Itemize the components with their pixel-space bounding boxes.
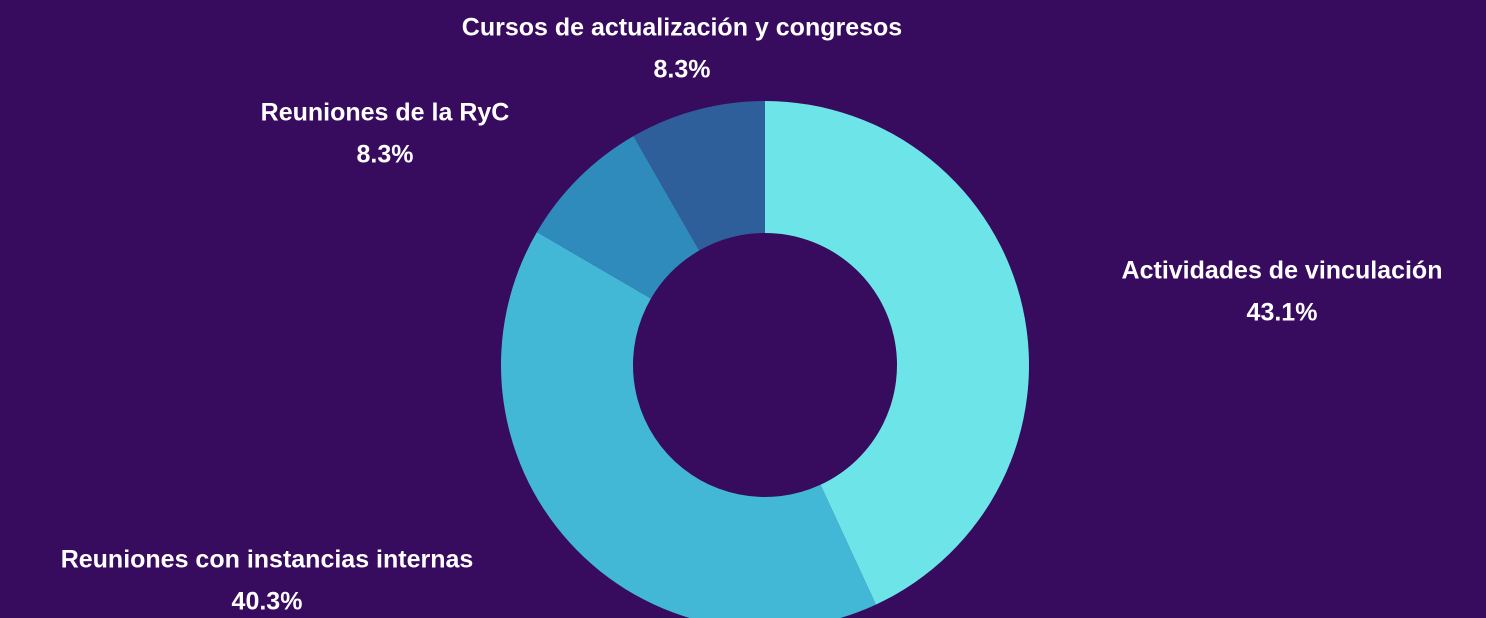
segment-value-label: 8.3% bbox=[357, 141, 414, 169]
segment-label: Actividades de vinculación bbox=[1122, 257, 1443, 285]
donut-segment bbox=[501, 232, 876, 618]
segment-label: Cursos de actualización y congresos bbox=[462, 14, 902, 42]
segment-label: Reuniones con instancias internas bbox=[61, 546, 474, 574]
segment-value-label: 43.1% bbox=[1247, 299, 1318, 327]
donut-segment bbox=[633, 101, 765, 251]
segment-value-label: 40.3% bbox=[232, 588, 303, 616]
segment-label: Reuniones de la RyC bbox=[261, 99, 510, 127]
segment-value-label: 8.3% bbox=[654, 56, 711, 84]
donut-segment bbox=[765, 101, 1030, 605]
donut-segment bbox=[536, 136, 700, 299]
